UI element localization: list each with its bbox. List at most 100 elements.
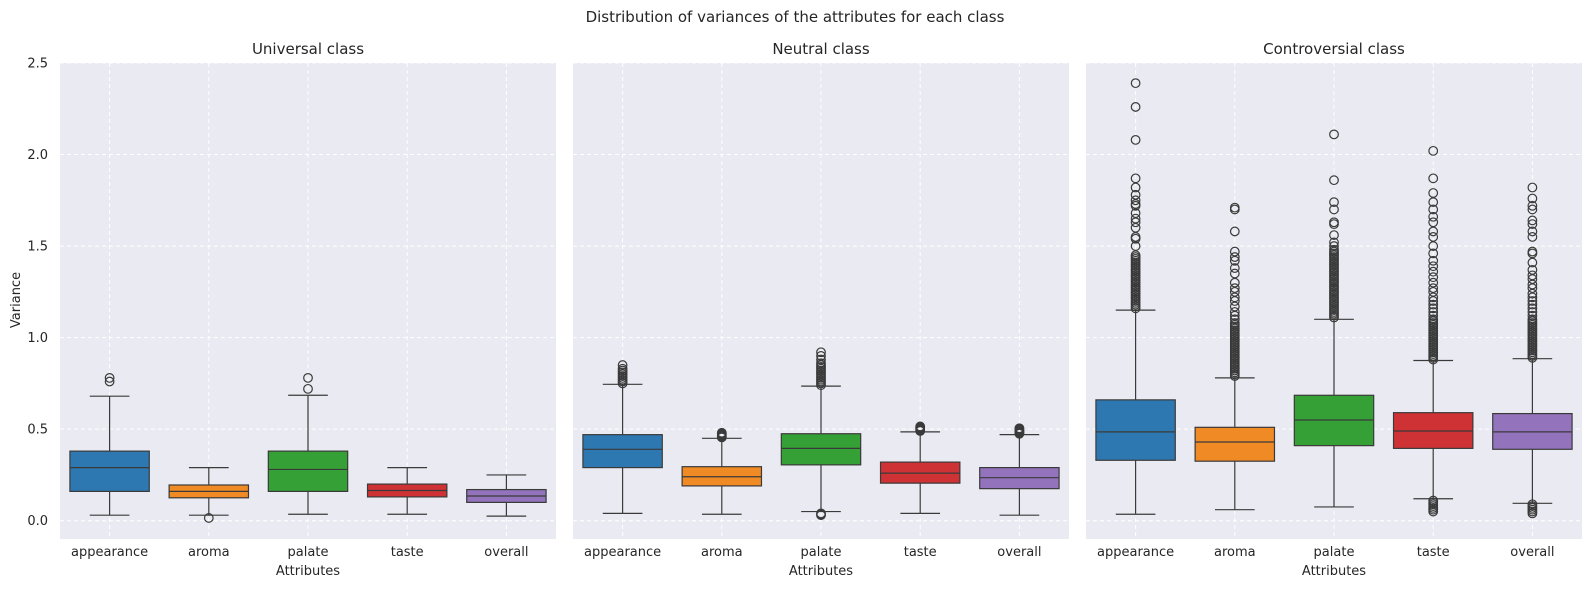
x-tick-label: palate (1314, 545, 1355, 560)
outlier-point (1329, 237, 1339, 248)
outlier-point (1428, 204, 1439, 215)
box-iqr (69, 450, 150, 493)
box-iqr (582, 434, 663, 469)
outlier-point (1329, 244, 1339, 255)
box-aroma (1194, 202, 1276, 511)
outlier-point (1329, 217, 1339, 228)
figure-suptitle: Distribution of variances of the attribu… (586, 8, 1005, 26)
panel-1: 0.0 0.5 1.0 1.5 2.0 2.5 Universal class appeara… (27, 40, 556, 579)
outlier-point (1229, 318, 1240, 328)
box-taste (1392, 145, 1474, 517)
outlier-point (1229, 252, 1240, 262)
outlier-point (1229, 202, 1240, 213)
outlier-point (104, 372, 115, 383)
outlier-point (1527, 215, 1538, 226)
x-tick-label: palate (801, 545, 842, 560)
outlier-point (1527, 307, 1538, 317)
outlier-point (1428, 303, 1439, 314)
outlier-point (1329, 129, 1339, 140)
outlier-point (816, 351, 826, 361)
outlier-point (1527, 314, 1538, 325)
outlier-point (1428, 299, 1439, 310)
y-tick-label: 2.5 (27, 57, 48, 72)
outlier-point (1527, 226, 1538, 237)
outlier-point (203, 513, 214, 523)
box-overall (979, 423, 1060, 516)
x-tick-label: palate (288, 545, 329, 560)
panel-title: Universal class (252, 40, 364, 58)
y-tick-label: 2.0 (27, 148, 48, 163)
x-tick-label: taste (1417, 545, 1450, 560)
outlier-point (1130, 195, 1141, 206)
panels: 0.0 0.5 1.0 1.5 2.0 2.5 Universal class appeara… (27, 40, 1582, 579)
y-tick-label: 0.5 (27, 423, 48, 438)
x-axis-label: Attributes (1302, 564, 1366, 579)
box-overall (1492, 182, 1573, 519)
outlier-point (303, 372, 313, 383)
outlier-point (1428, 277, 1439, 288)
outlier-point (1527, 270, 1538, 281)
x-tick-label: overall (1510, 545, 1554, 560)
outlier-point (816, 347, 826, 358)
outlier-point (1130, 102, 1141, 112)
outlier-point (617, 363, 628, 374)
box-palate (1293, 129, 1375, 508)
y-tick-label: 1.5 (27, 240, 48, 255)
outlier-point (1428, 307, 1439, 317)
outlier-point (1428, 217, 1439, 228)
outlier-point (1428, 188, 1439, 198)
x-tick-label: overall (997, 545, 1041, 560)
outlier-point (816, 354, 826, 365)
outlier-point (1527, 193, 1538, 204)
box-iqr (780, 433, 862, 466)
box-aroma (681, 427, 763, 515)
outlier-point (303, 383, 313, 394)
outlier-point (1527, 204, 1538, 215)
outlier-point (915, 421, 926, 432)
outlier-point (1527, 200, 1538, 211)
outlier-point (1229, 246, 1240, 257)
x-axis-label: Attributes (789, 564, 853, 579)
x-tick-label: overall (484, 545, 528, 560)
y-tick-label: 1.0 (27, 331, 48, 346)
box-appearance (582, 360, 663, 514)
outlier-point (1130, 78, 1141, 89)
box-iqr (1095, 399, 1176, 461)
outlier-point (1229, 268, 1240, 279)
outlier-point (816, 358, 826, 369)
box-palate (267, 372, 349, 515)
outlier-point (1527, 296, 1538, 306)
outlier-point (1527, 299, 1538, 310)
panel-title: Controversial class (1263, 40, 1405, 58)
x-tick-label: taste (904, 545, 937, 560)
x-tick-label: aroma (701, 545, 743, 560)
box-iqr (1194, 426, 1276, 462)
outlier-point (1329, 230, 1339, 240)
x-tick-label: appearance (1097, 545, 1174, 560)
outlier-point (1428, 495, 1439, 506)
outlier-point (1428, 283, 1439, 294)
outlier-point (1014, 423, 1025, 434)
outlier-point (1428, 145, 1439, 156)
outlier-point (1329, 241, 1339, 251)
box-aroma (168, 467, 250, 523)
box-taste (366, 467, 448, 515)
outlier-point (1428, 272, 1439, 283)
outlier-point (1428, 232, 1439, 242)
outlier-point (1229, 263, 1240, 273)
outlier-point (1329, 204, 1339, 215)
outlier-point (1329, 175, 1339, 186)
outlier-point (104, 376, 115, 387)
outlier-point (1130, 173, 1141, 184)
x-tick-label: aroma (188, 545, 230, 560)
outlier-point (1428, 211, 1439, 222)
box-palate (780, 347, 862, 521)
outlier-point (1130, 189, 1141, 200)
x-tick-label: appearance (71, 545, 148, 560)
outlier-point (1428, 261, 1439, 272)
y-axis-label: Variance (9, 272, 24, 328)
outlier-point (1130, 213, 1141, 224)
panel-title: Neutral class (772, 40, 870, 58)
outlier-point (1229, 314, 1240, 325)
